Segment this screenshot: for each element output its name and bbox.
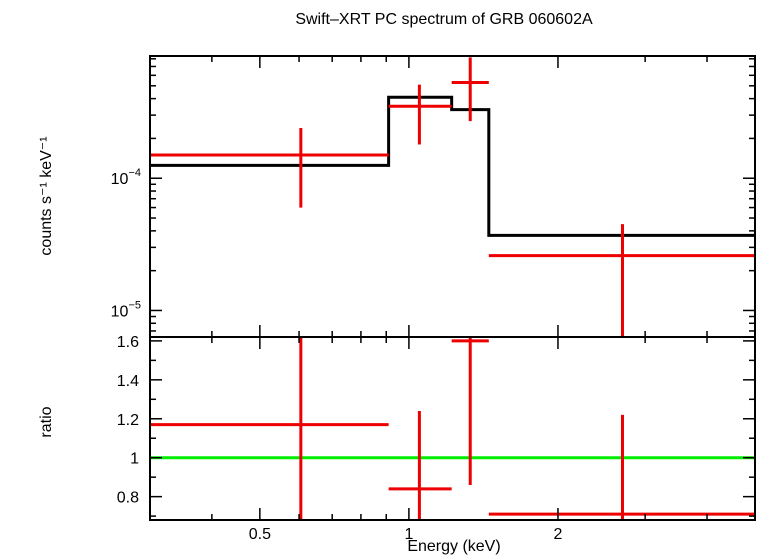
data-point-3 <box>451 57 489 122</box>
bottom-y-tick-label: 1 <box>130 451 139 468</box>
ratio-point-3 <box>451 337 489 485</box>
bottom-y-tick-label: 1.2 <box>117 412 139 429</box>
top-data-layer <box>150 57 755 337</box>
ratio-point-2 <box>388 410 452 520</box>
model-step-line <box>150 95 755 237</box>
axes-layer: 0.5 1 2 10−4 10−5 0.8 1 1.2 1.4 1.6 <box>111 55 756 543</box>
bottom-data-layer <box>150 337 755 520</box>
data-point-2 <box>388 84 452 145</box>
x-tick-label: 1 <box>404 526 413 543</box>
ratio-point-1 <box>150 337 389 520</box>
x-tick-label: 2 <box>554 526 563 543</box>
bottom-panel-frame <box>149 336 756 521</box>
bottom-y-tick-label: 1.4 <box>117 373 139 390</box>
data-point-4 <box>488 224 755 337</box>
ratio-point-4 <box>488 414 755 520</box>
chart-title: Swift–XRT PC spectrum of GRB 060602A <box>295 11 593 28</box>
bottom-y-tick-label: 0.8 <box>117 490 139 507</box>
bottom-y-tick-label: 1.6 <box>117 334 139 351</box>
x-tick-label: 0.5 <box>249 526 271 543</box>
top-y-tick-label: 10−5 <box>111 299 141 320</box>
data-point-1 <box>150 127 389 208</box>
top-panel-ylabel: counts s⁻¹ keV⁻¹ <box>38 136 55 255</box>
x-axis-label: Energy (keV) <box>407 538 500 555</box>
bottom-panel-ylabel: ratio <box>38 406 55 437</box>
top-y-tick-label: 10−4 <box>111 167 141 188</box>
